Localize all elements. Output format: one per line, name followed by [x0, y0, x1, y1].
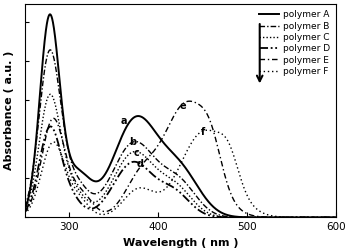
Text: e: e: [180, 101, 186, 111]
Text: a: a: [121, 116, 127, 126]
X-axis label: Wavelength ( nm ): Wavelength ( nm ): [122, 238, 238, 248]
Text: d: d: [137, 159, 144, 169]
Text: f: f: [201, 128, 205, 137]
Y-axis label: Absorbance ( a.u. ): Absorbance ( a.u. ): [4, 51, 14, 171]
Legend: polymer A, polymer B, polymer C, polymer D, polymer E, polymer F: polymer A, polymer B, polymer C, polymer…: [257, 9, 331, 78]
Text: b: b: [130, 137, 137, 147]
Text: c: c: [134, 148, 140, 158]
